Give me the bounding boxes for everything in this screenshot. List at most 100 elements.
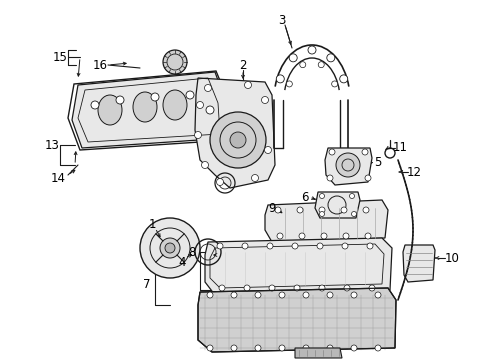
- Circle shape: [230, 345, 237, 351]
- Text: 3: 3: [278, 14, 285, 27]
- Circle shape: [251, 175, 258, 181]
- Circle shape: [279, 292, 285, 298]
- Circle shape: [288, 54, 297, 62]
- Text: 11: 11: [392, 140, 407, 153]
- Circle shape: [268, 285, 274, 291]
- Circle shape: [204, 85, 211, 91]
- Circle shape: [254, 292, 261, 298]
- Circle shape: [164, 243, 175, 253]
- Circle shape: [374, 292, 380, 298]
- Circle shape: [331, 81, 337, 87]
- Polygon shape: [325, 148, 371, 185]
- Circle shape: [276, 75, 284, 83]
- Circle shape: [279, 345, 285, 351]
- Circle shape: [319, 212, 324, 216]
- Text: 14: 14: [50, 171, 65, 185]
- Polygon shape: [314, 192, 359, 218]
- Circle shape: [307, 46, 315, 54]
- Circle shape: [194, 131, 201, 139]
- Circle shape: [206, 292, 213, 298]
- Circle shape: [116, 96, 124, 104]
- Polygon shape: [264, 200, 387, 242]
- Circle shape: [326, 292, 332, 298]
- Circle shape: [318, 285, 325, 291]
- Circle shape: [217, 243, 223, 249]
- Circle shape: [303, 345, 308, 351]
- Text: 10: 10: [444, 252, 459, 265]
- Circle shape: [316, 243, 323, 249]
- Circle shape: [206, 345, 213, 351]
- Circle shape: [326, 175, 332, 181]
- Circle shape: [361, 149, 367, 155]
- Circle shape: [244, 81, 251, 89]
- Circle shape: [318, 207, 325, 213]
- Circle shape: [205, 106, 214, 114]
- Circle shape: [242, 243, 247, 249]
- Polygon shape: [294, 348, 341, 358]
- Circle shape: [230, 292, 237, 298]
- Circle shape: [185, 91, 194, 99]
- Circle shape: [196, 102, 203, 108]
- Circle shape: [351, 212, 356, 216]
- Text: 9: 9: [268, 202, 275, 215]
- Circle shape: [299, 62, 305, 68]
- Circle shape: [368, 285, 374, 291]
- Circle shape: [335, 153, 359, 177]
- Text: 1: 1: [148, 217, 156, 230]
- Text: 8: 8: [188, 246, 195, 258]
- Text: 6: 6: [301, 190, 308, 203]
- Circle shape: [303, 292, 308, 298]
- Circle shape: [91, 101, 99, 109]
- Text: 4: 4: [178, 256, 185, 269]
- Circle shape: [341, 243, 347, 249]
- Text: 15: 15: [52, 50, 67, 63]
- Circle shape: [339, 75, 347, 83]
- Circle shape: [326, 345, 332, 351]
- Circle shape: [343, 285, 349, 291]
- Text: 12: 12: [406, 166, 421, 179]
- Circle shape: [140, 218, 200, 278]
- Circle shape: [342, 233, 348, 239]
- Circle shape: [326, 54, 334, 62]
- Text: 16: 16: [92, 59, 107, 72]
- Circle shape: [160, 238, 180, 258]
- Circle shape: [274, 207, 281, 213]
- Circle shape: [163, 50, 186, 74]
- Polygon shape: [204, 238, 391, 295]
- Polygon shape: [195, 78, 274, 188]
- Circle shape: [350, 345, 356, 351]
- Ellipse shape: [98, 95, 122, 125]
- Circle shape: [244, 285, 249, 291]
- Polygon shape: [72, 72, 227, 148]
- Circle shape: [264, 147, 271, 153]
- Text: 13: 13: [44, 139, 60, 152]
- Circle shape: [266, 243, 272, 249]
- Circle shape: [319, 194, 324, 198]
- Polygon shape: [198, 288, 395, 352]
- Circle shape: [151, 93, 159, 101]
- Circle shape: [293, 285, 299, 291]
- Circle shape: [320, 233, 326, 239]
- Circle shape: [286, 81, 292, 87]
- Circle shape: [328, 149, 334, 155]
- Circle shape: [349, 194, 354, 198]
- Circle shape: [291, 243, 297, 249]
- Ellipse shape: [163, 90, 186, 120]
- Circle shape: [374, 345, 380, 351]
- Circle shape: [229, 132, 245, 148]
- Circle shape: [219, 285, 224, 291]
- Circle shape: [364, 233, 370, 239]
- Circle shape: [298, 233, 305, 239]
- Circle shape: [261, 96, 268, 104]
- Circle shape: [318, 62, 324, 68]
- Text: 7: 7: [143, 279, 150, 292]
- Circle shape: [362, 207, 368, 213]
- Circle shape: [201, 162, 208, 168]
- Circle shape: [209, 112, 265, 168]
- Polygon shape: [402, 245, 434, 282]
- Circle shape: [216, 179, 223, 185]
- Circle shape: [276, 233, 283, 239]
- Text: 2: 2: [239, 59, 246, 72]
- Circle shape: [350, 292, 356, 298]
- Circle shape: [254, 345, 261, 351]
